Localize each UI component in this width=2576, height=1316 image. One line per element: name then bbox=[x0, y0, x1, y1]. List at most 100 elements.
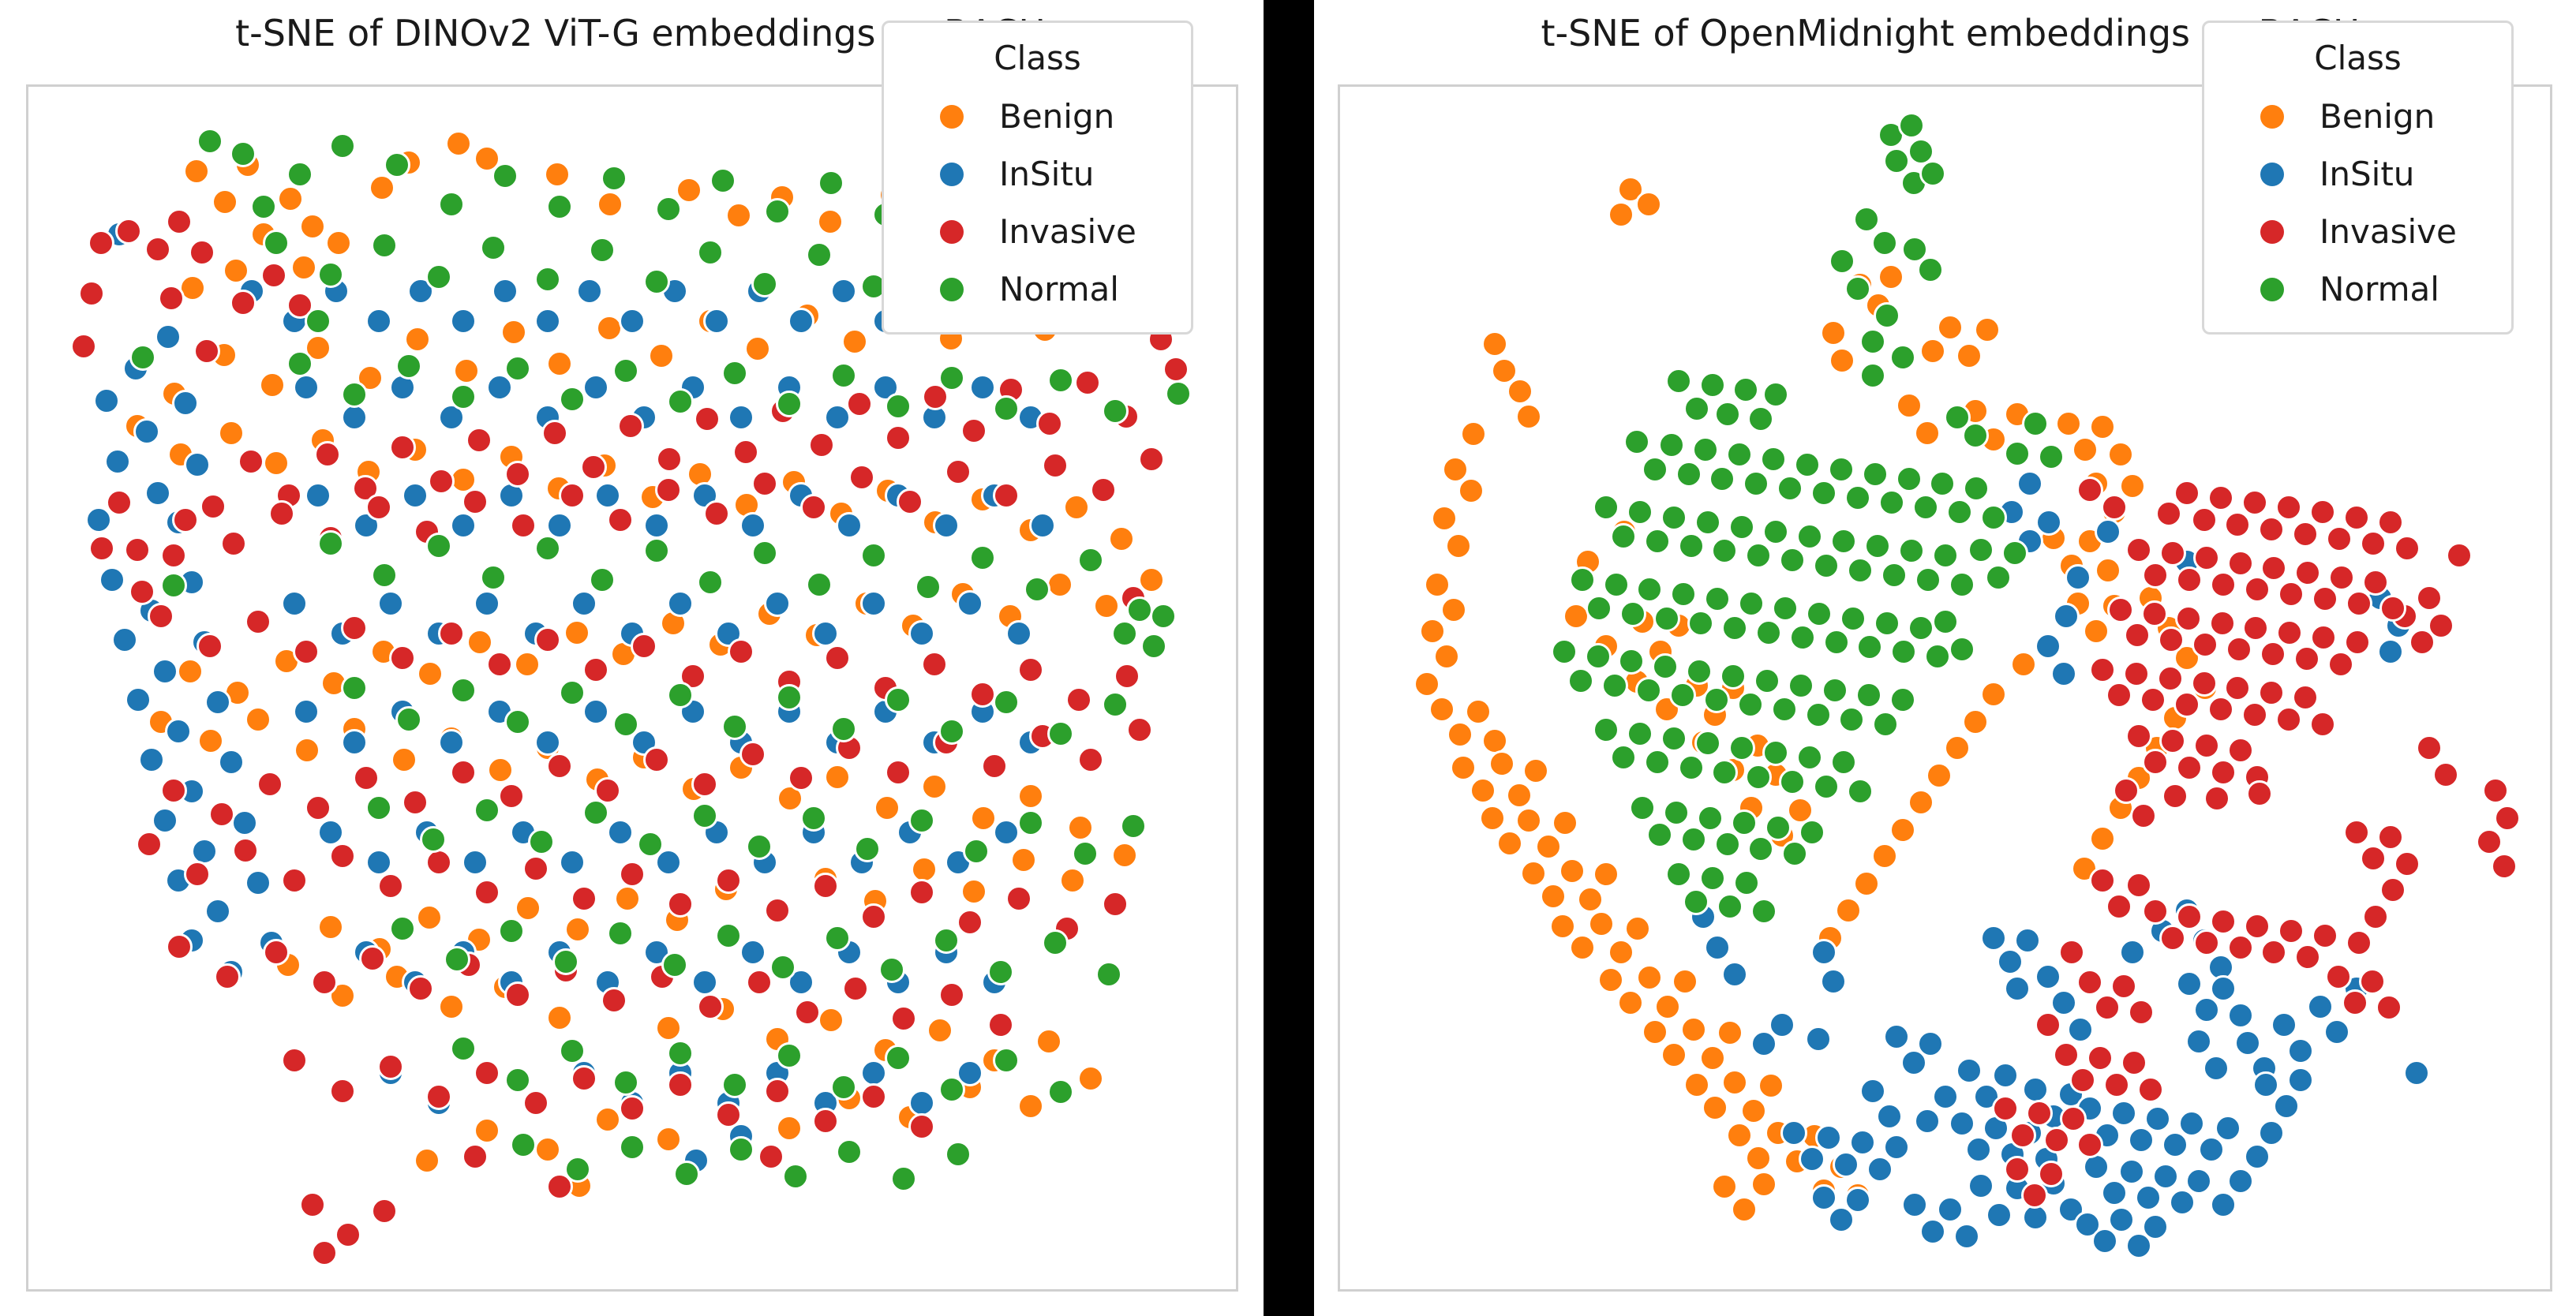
scatter-point bbox=[1413, 671, 1441, 698]
scatter-point bbox=[1813, 772, 1840, 800]
scatter-point bbox=[504, 981, 531, 1008]
scatter-point bbox=[2326, 525, 2353, 553]
legend-item-invasive[interactable]: Invasive bbox=[2225, 203, 2491, 260]
scatter-point bbox=[606, 506, 634, 533]
scatter-point bbox=[1997, 948, 2024, 976]
scatter-point bbox=[1961, 421, 1989, 449]
scatter-point bbox=[277, 185, 304, 212]
scatter-point bbox=[401, 788, 429, 816]
scatter-point bbox=[197, 727, 225, 755]
scatter-point bbox=[908, 1113, 936, 1141]
scatter-point bbox=[1691, 436, 1719, 464]
scatter-point bbox=[325, 230, 353, 257]
scatter-point bbox=[189, 239, 216, 267]
scatter-point bbox=[619, 1134, 646, 1161]
scatter-point bbox=[703, 500, 731, 528]
scatter-point bbox=[474, 590, 501, 618]
scatter-point bbox=[960, 417, 987, 444]
scatter-point bbox=[425, 1083, 453, 1111]
scatter-point bbox=[675, 177, 702, 204]
scatter-point bbox=[1491, 357, 1518, 384]
scatter-point bbox=[260, 262, 287, 290]
scatter-point bbox=[498, 917, 525, 944]
scatter-point bbox=[462, 1143, 489, 1171]
scatter-point bbox=[2095, 556, 2122, 584]
scatter-point bbox=[2083, 618, 2110, 645]
scatter-point bbox=[1665, 368, 1693, 395]
scatter-point bbox=[808, 432, 836, 459]
scatter-point bbox=[1671, 967, 1698, 995]
scatter-point bbox=[1602, 570, 1630, 598]
scatter-point bbox=[541, 419, 569, 447]
scatter-point bbox=[268, 500, 296, 528]
legend-item-normal[interactable]: Normal bbox=[2225, 260, 2491, 318]
scatter-point bbox=[196, 632, 223, 660]
scatter-point bbox=[654, 196, 682, 223]
scatter-point bbox=[1948, 570, 1975, 598]
legend-item-normal[interactable]: Normal bbox=[904, 260, 1170, 318]
scatter-point bbox=[1140, 632, 1167, 660]
scatter-point bbox=[2020, 1182, 2048, 1209]
scatter-point bbox=[890, 1005, 918, 1033]
scatter-point bbox=[133, 418, 160, 446]
scatter-point bbox=[365, 308, 392, 335]
scatter-point bbox=[721, 359, 749, 387]
scatter-point bbox=[259, 371, 286, 398]
scatter-point bbox=[84, 506, 112, 533]
scatter-point bbox=[1496, 829, 1523, 857]
scatter-point bbox=[884, 393, 912, 421]
scatter-point bbox=[2260, 554, 2288, 581]
scatter-point bbox=[1924, 643, 1952, 671]
scatter-point bbox=[1652, 652, 1679, 680]
scatter-point bbox=[2258, 1119, 2286, 1146]
scatter-point bbox=[1974, 316, 2001, 343]
scatter-point bbox=[1716, 893, 1743, 921]
scatter-point bbox=[1687, 609, 1714, 637]
scatter-point bbox=[1810, 480, 1838, 507]
scatter-point bbox=[667, 682, 695, 709]
scatter-point bbox=[546, 1173, 574, 1201]
scatter-point bbox=[1488, 750, 1516, 777]
scatter-point bbox=[250, 193, 278, 221]
scatter-point bbox=[2108, 1206, 2136, 1233]
scatter-point bbox=[1725, 1121, 1753, 1149]
scatter-point bbox=[2360, 530, 2387, 558]
scatter-point bbox=[2119, 939, 2147, 966]
scatter-point bbox=[1661, 503, 1688, 531]
scatter-point bbox=[619, 1095, 646, 1123]
scatter-point bbox=[453, 357, 481, 384]
legend-item-insitu[interactable]: InSitu bbox=[2225, 145, 2491, 203]
scatter-point bbox=[200, 492, 227, 520]
scatter-point bbox=[1059, 866, 1087, 894]
scatter-point bbox=[1883, 1134, 1911, 1161]
legend-item-insitu[interactable]: InSitu bbox=[904, 145, 1170, 203]
scatter-point bbox=[582, 374, 610, 401]
scatter-point bbox=[1740, 1097, 1768, 1125]
legend-item-benign[interactable]: Benign bbox=[2225, 88, 2491, 145]
scatter-point bbox=[938, 1076, 966, 1104]
scatter-point bbox=[504, 1066, 531, 1094]
scatter-point bbox=[534, 626, 561, 654]
scatter-point bbox=[2345, 590, 2372, 618]
scatter-point bbox=[1584, 643, 1612, 671]
scatter-point bbox=[691, 802, 718, 829]
legend-item-benign[interactable]: Benign bbox=[904, 88, 1170, 145]
scatter-point bbox=[425, 263, 453, 290]
scatter-point bbox=[957, 1059, 984, 1086]
scatter-point bbox=[1618, 648, 1646, 675]
scatter-point bbox=[1813, 551, 1840, 579]
scatter-point bbox=[601, 987, 628, 1015]
scatter-point bbox=[212, 189, 239, 216]
scatter-point bbox=[1915, 566, 1942, 593]
scatter-point bbox=[1023, 576, 1050, 604]
scatter-point bbox=[1646, 821, 1673, 848]
legend-title: Class bbox=[994, 39, 1081, 77]
scatter-point bbox=[1663, 799, 1690, 827]
legend-item-invasive[interactable]: Invasive bbox=[904, 203, 1170, 260]
scatter-point bbox=[1601, 671, 1628, 699]
scatter-point bbox=[1897, 111, 1925, 139]
scatter-point bbox=[316, 818, 344, 846]
scatter-point bbox=[2122, 660, 2150, 687]
scatter-point bbox=[1968, 536, 1995, 563]
scatter-point bbox=[1911, 494, 1939, 522]
